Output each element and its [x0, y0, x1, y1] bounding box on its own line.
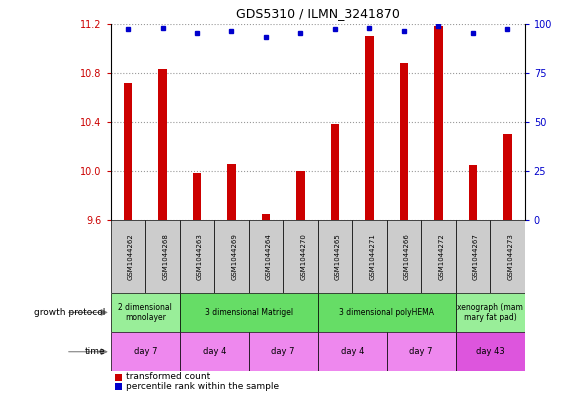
Text: GSM1044270: GSM1044270 [300, 233, 307, 280]
Bar [193, 173, 201, 220]
Bar [249, 220, 283, 293]
Text: day 4: day 4 [202, 347, 226, 356]
Text: day 43: day 43 [476, 347, 504, 356]
Bar [111, 220, 145, 293]
Bar [421, 220, 456, 293]
Text: time: time [85, 347, 105, 356]
Bar [158, 69, 167, 220]
Bar [490, 220, 525, 293]
Bar [124, 83, 132, 220]
Text: 3 dimensional polyHEMA: 3 dimensional polyHEMA [339, 308, 434, 317]
Bar [400, 63, 408, 220]
Bar [456, 220, 490, 293]
Text: xenograph (mam
mary fat pad): xenograph (mam mary fat pad) [457, 303, 523, 322]
Bar [318, 293, 456, 332]
Bar [434, 26, 442, 220]
Bar [262, 214, 271, 220]
Bar [365, 36, 374, 220]
Text: GSM1044266: GSM1044266 [404, 233, 410, 280]
Text: GSM1044268: GSM1044268 [163, 233, 168, 280]
Text: GSM1044269: GSM1044269 [231, 233, 237, 280]
Text: GSM1044264: GSM1044264 [266, 233, 272, 280]
Bar [387, 220, 421, 293]
Bar [296, 171, 305, 220]
Text: transformed count: transformed count [127, 373, 210, 381]
Text: GSM1044272: GSM1044272 [438, 233, 444, 280]
Text: 3 dimensional Matrigel: 3 dimensional Matrigel [205, 308, 293, 317]
Bar [387, 332, 456, 371]
Text: GSM1044273: GSM1044273 [507, 233, 514, 280]
Text: GSM1044263: GSM1044263 [197, 233, 203, 280]
Text: 2 dimensional
monolayer: 2 dimensional monolayer [118, 303, 172, 322]
Bar [111, 293, 180, 332]
Bar [227, 163, 236, 220]
Text: growth protocol: growth protocol [34, 308, 105, 317]
Text: day 7: day 7 [272, 347, 295, 356]
Text: percentile rank within the sample: percentile rank within the sample [127, 382, 280, 391]
Text: day 7: day 7 [409, 347, 433, 356]
Text: day 7: day 7 [134, 347, 157, 356]
Text: GSM1044271: GSM1044271 [370, 233, 375, 280]
Text: day 4: day 4 [340, 347, 364, 356]
Title: GDS5310 / ILMN_3241870: GDS5310 / ILMN_3241870 [236, 7, 400, 20]
Bar [283, 220, 318, 293]
Bar [503, 134, 512, 220]
Bar [456, 332, 525, 371]
Bar [249, 332, 318, 371]
Bar [145, 220, 180, 293]
Bar [214, 220, 249, 293]
Bar [331, 124, 339, 220]
Bar [469, 165, 477, 220]
Text: GSM1044267: GSM1044267 [473, 233, 479, 280]
Bar [180, 293, 318, 332]
Text: GSM1044265: GSM1044265 [335, 233, 341, 280]
Bar [318, 220, 352, 293]
Text: GSM1044262: GSM1044262 [128, 233, 134, 280]
Bar [115, 374, 122, 381]
Bar [456, 293, 525, 332]
Bar [318, 332, 387, 371]
Bar [352, 220, 387, 293]
Bar [111, 332, 180, 371]
Bar [115, 384, 122, 390]
Bar [180, 220, 214, 293]
Bar [180, 332, 249, 371]
